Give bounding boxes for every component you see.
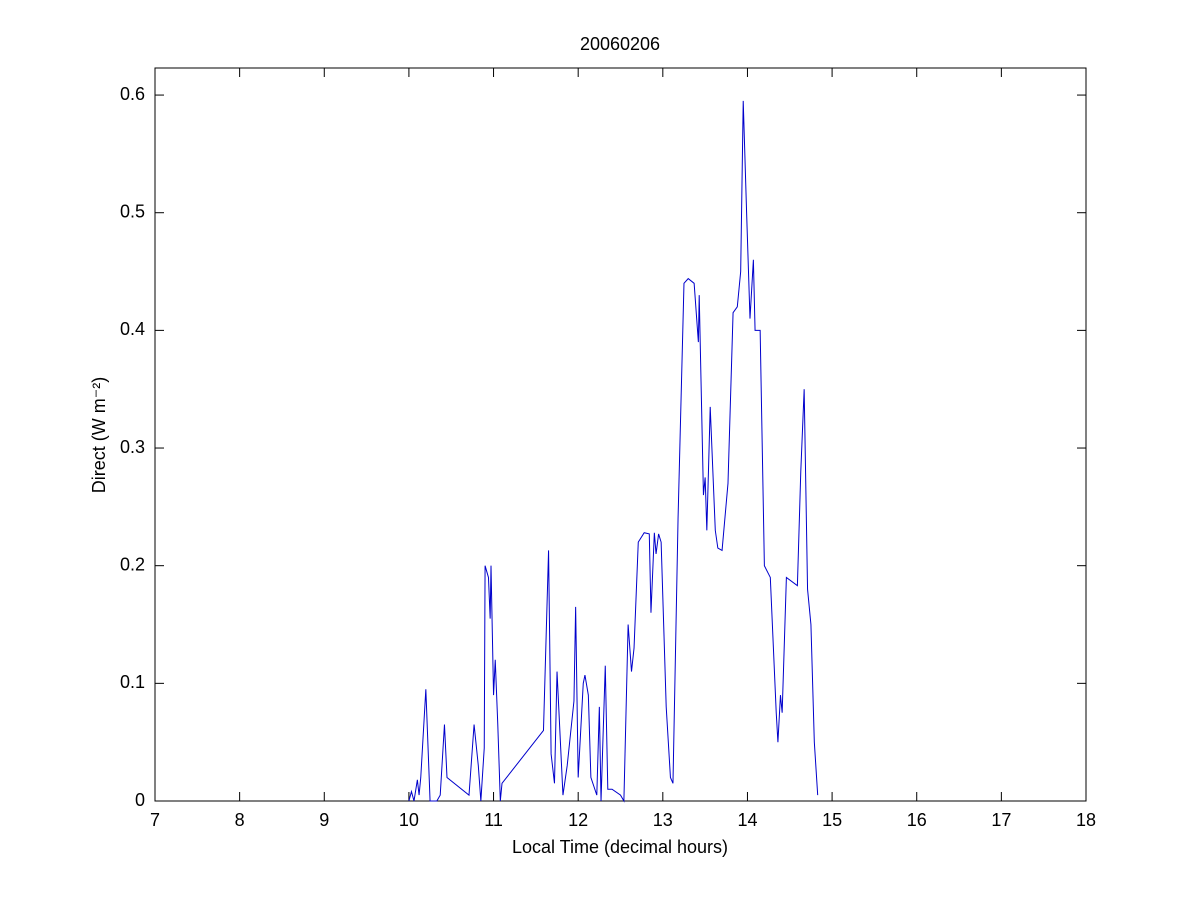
y-tick-label: 0.6 [120,84,145,104]
x-tick-label: 17 [991,810,1011,830]
x-tick-label: 18 [1076,810,1096,830]
data-line [408,100,819,803]
x-tick-label: 11 [484,810,503,830]
chart-title: 20060206 [580,34,660,54]
x-tick-label: 10 [399,810,419,830]
x-tick-label: 16 [907,810,927,830]
x-tick-label: 12 [568,810,588,830]
x-tick-label: 8 [235,810,245,830]
y-tick-label: 0.5 [120,201,145,221]
y-tick-label: 0.1 [120,672,145,692]
y-tick-label: 0.4 [120,319,145,339]
x-tick-label: 15 [822,810,842,830]
x-tick-label: 14 [737,810,757,830]
x-tick-label: 9 [319,810,329,830]
x-axis-label: Local Time (decimal hours) [512,837,728,857]
plot-area [154,67,1087,802]
x-tick-label: 7 [150,810,160,830]
x-tick-label: 13 [653,810,673,830]
y-tick-label: 0 [135,790,145,810]
y-axis-label: Direct (W m⁻²) [89,377,109,493]
y-tick-label: 0.3 [120,437,145,457]
y-tick-label: 0.2 [120,554,145,574]
